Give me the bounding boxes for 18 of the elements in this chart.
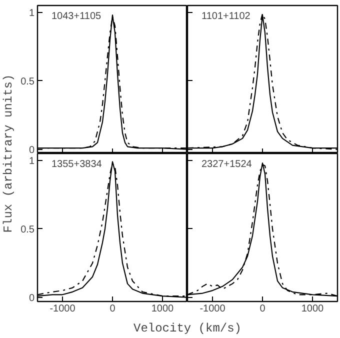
- annotation: 2327+1524: [202, 159, 252, 170]
- x-tick-label: -1000: [200, 304, 226, 314]
- y-tick-label: 0.5: [20, 224, 35, 236]
- y-tick-label: 0: [28, 292, 35, 304]
- x-tick-label: 0: [260, 304, 266, 314]
- y-tick-label: 1: [28, 8, 35, 19]
- y-tick-label: 0: [28, 144, 35, 156]
- annotation: 1355+3834: [52, 159, 102, 170]
- y-tick-label: 0.5: [20, 76, 35, 88]
- annotation: 1043+1105: [52, 11, 102, 22]
- x-axis-title: Velocity (km/s): [133, 322, 242, 336]
- y-axis-title: Flux (arbitrary units): [2, 74, 16, 233]
- x-tick-label: 0: [110, 304, 116, 314]
- annotation: 1101+1102: [202, 11, 251, 22]
- y-tick-label: 1: [28, 156, 35, 167]
- x-tick-label: 1000: [151, 304, 174, 314]
- x-tick-label: -1000: [50, 304, 76, 314]
- x-tick-label: 1000: [301, 304, 324, 314]
